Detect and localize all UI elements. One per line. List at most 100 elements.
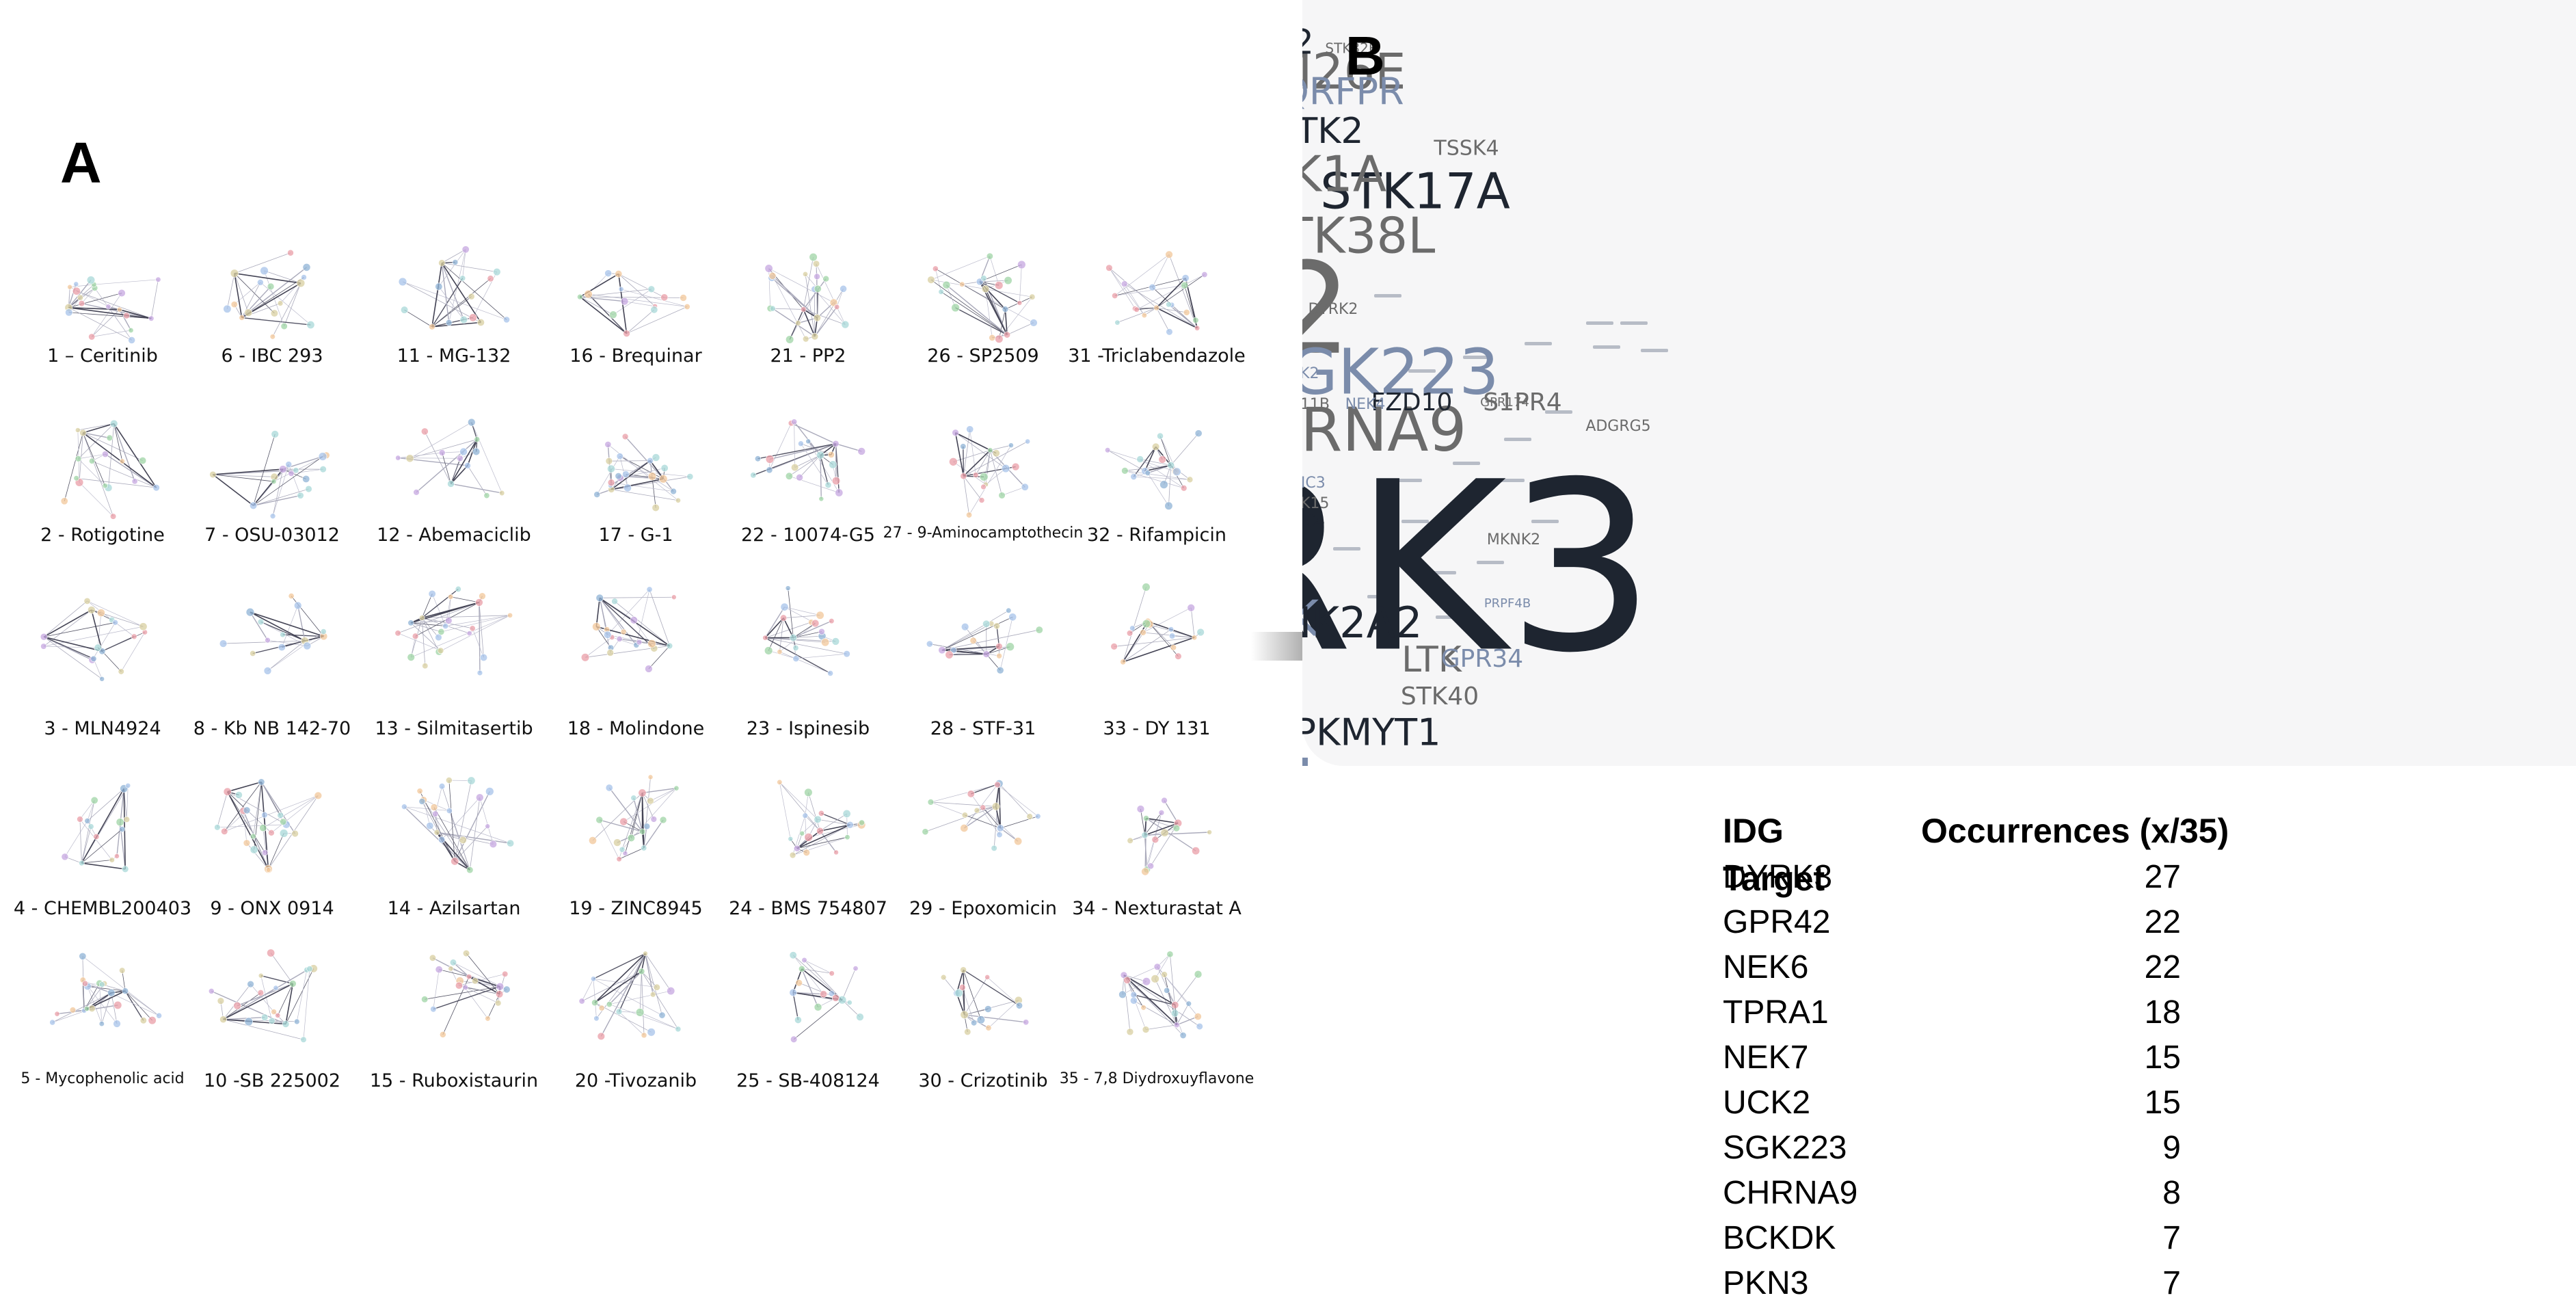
drug-label: 24 - BMS 754807 xyxy=(729,898,887,919)
drug-network-thumbnail xyxy=(1105,429,1203,510)
drug-network-thumbnail xyxy=(398,246,510,330)
drug-label: 20 -Tivozanib xyxy=(574,1070,697,1091)
occurrence-count: 22 xyxy=(2144,904,2181,940)
occurrence-count: 27 xyxy=(2144,859,2181,895)
word-cloud: DYRK3GPR42NEK6TPRA1NEK7UCK2SGK223CHRNA9B… xyxy=(1302,0,2576,766)
cloud-word: PRPF4B xyxy=(1484,596,1531,611)
drug-network-thumbnail xyxy=(214,778,323,873)
drug-label: 33 - DY 131 xyxy=(1103,718,1211,739)
drug-label: 16 - Brequinar xyxy=(569,345,702,367)
cloud-word: TPRA1 xyxy=(1302,628,1322,766)
cloud-word: FAM26E xyxy=(1302,43,1406,101)
minor-word-mark xyxy=(1408,369,1436,373)
cloud-word: CLCA2 xyxy=(1302,23,1314,62)
cloud-word: STK17A xyxy=(1320,163,1510,220)
cloud-word: CDK15 xyxy=(1302,495,1329,512)
cloud-word: GPR34 xyxy=(1441,645,1523,673)
minor-word-mark xyxy=(1367,595,1395,598)
drug-label: 1 – Ceritinib xyxy=(47,345,158,367)
cloud-word: LTK xyxy=(1401,639,1463,680)
drug-label: 18 - Molindone xyxy=(567,718,705,739)
drug-label: 23 - Ispinesib xyxy=(746,718,870,739)
cloud-word: NEK4 xyxy=(1345,396,1386,413)
word-cloud-canvas: DYRK3GPR42NEK6TPRA1NEK7UCK2SGK223CHRNA9B… xyxy=(1302,23,1668,767)
target-name: GPR42 xyxy=(1723,904,1831,940)
minor-word-mark xyxy=(1545,410,1572,414)
minor-target-words xyxy=(1333,294,1668,619)
drug-label: 10 -SB 225002 xyxy=(204,1070,340,1091)
drug-network-thumbnail xyxy=(940,966,1030,1036)
drug-network-thumbnail xyxy=(40,597,148,682)
minor-word-mark xyxy=(1620,321,1648,325)
target-column-header: IDG Target xyxy=(1723,812,1825,898)
cloud-word: ADGRG5 xyxy=(1585,418,1650,435)
drug-label: 3 - MLN4924 xyxy=(44,718,161,739)
drug-network-thumbnail xyxy=(762,585,850,676)
drug-network-thumbnail xyxy=(219,593,328,675)
drug-network-thumbnail xyxy=(1118,951,1203,1039)
target-name: BCKDK xyxy=(1723,1220,1836,1256)
cloud-word: MKNK2 xyxy=(1487,531,1540,548)
drug-label: 35 - 7,8 Diydroxuyflavone xyxy=(1059,1070,1255,1087)
occurrence-count: 7 xyxy=(2162,1265,2181,1301)
drug-network-thumbnail xyxy=(593,433,694,512)
drug-label: 11 - MG-132 xyxy=(397,345,511,367)
drug-label: 4 - CHEMBL200403 xyxy=(13,898,192,919)
occurrence-count: 9 xyxy=(2162,1130,2181,1166)
cloud-word: STK38L xyxy=(1302,207,1435,265)
target-name: TPRA1 xyxy=(1723,994,1829,1031)
drug-label: 21 - PP2 xyxy=(770,345,846,367)
minor-word-mark xyxy=(1429,571,1456,574)
minor-word-mark xyxy=(1463,356,1490,359)
drug-label: 12 - Abemaciclib xyxy=(377,525,531,546)
cloud-word: SGK223 xyxy=(1302,335,1499,408)
cloud-word: S1PR4 xyxy=(1483,388,1561,416)
cloud-word: BCKDK xyxy=(1302,590,1320,648)
cloud-word: FZD10 xyxy=(1371,388,1453,416)
drug-label: 32 - Rifampicin xyxy=(1087,525,1226,546)
cloud-word: CDK11B xyxy=(1302,396,1330,413)
drug-label: 2 - Rotigotine xyxy=(40,525,165,546)
panel-b-label: B xyxy=(1345,25,1385,86)
minor-word-mark xyxy=(1374,294,1401,297)
drug-network-thumbnail xyxy=(789,951,864,1043)
drug-network-thumbnail xyxy=(777,779,866,859)
cloud-word: QRFPR xyxy=(1302,70,1404,114)
minor-word-mark xyxy=(1381,561,1408,564)
cloud-word: STK32B xyxy=(1325,40,1378,57)
minor-word-mark xyxy=(1453,462,1480,465)
cloud-word: GPR174 xyxy=(1480,395,1529,410)
minor-word-mark xyxy=(1504,438,1531,441)
occurrence-count: 18 xyxy=(2144,994,2181,1031)
drug-network-thumbnail xyxy=(580,586,677,673)
target-words: DYRK3GPR42NEK6TPRA1NEK7UCK2SGK223CHRNA9B… xyxy=(1302,23,1656,767)
cloud-word: UCK2 xyxy=(1302,235,1352,383)
minor-word-mark xyxy=(1395,479,1422,482)
drug-network-thumbnail xyxy=(577,269,690,337)
drug-label: 9 - ONX 0914 xyxy=(210,898,334,919)
minor-word-mark xyxy=(1401,520,1429,523)
cloud-word: ALPK2 xyxy=(1302,365,1319,382)
drug-label: 15 - Ruboxistaurin xyxy=(369,1070,539,1091)
drug-label: 29 - Epoxomicin xyxy=(909,898,1058,919)
occurrence-count: 22 xyxy=(2144,949,2181,985)
target-name: UCK2 xyxy=(1723,1085,1811,1121)
drug-label: 31 -Triclabendazole xyxy=(1068,345,1246,367)
drug-label: 30 - Crizotinib xyxy=(918,1070,1048,1091)
drug-network-thumbnail xyxy=(927,252,1038,343)
cloud-word: DYRK3 xyxy=(1302,432,1656,704)
occurrence-count: 15 xyxy=(2144,1039,2181,1076)
drug-label: 26 - SP2509 xyxy=(927,345,1039,367)
target-name: NEK7 xyxy=(1723,1039,1809,1076)
occurrences-column-header: Occurrences (x/35) xyxy=(1921,812,2229,850)
cloud-word: TK2 xyxy=(1302,111,1363,152)
drug-label: 13 - Silmitasertib xyxy=(375,718,533,739)
drug-network-thumbnail xyxy=(1110,583,1205,665)
drug-network-thumbnail xyxy=(1105,250,1208,336)
panel-a-label: A xyxy=(60,131,102,195)
cloud-word: CHRNA9 xyxy=(1302,395,1466,465)
drug-label: 14 - Azilsartan xyxy=(387,898,521,919)
drug-label: 7 - OSU-03012 xyxy=(204,525,340,546)
minor-word-mark xyxy=(1593,345,1620,349)
drug-label: 25 - SB-408124 xyxy=(736,1070,880,1091)
